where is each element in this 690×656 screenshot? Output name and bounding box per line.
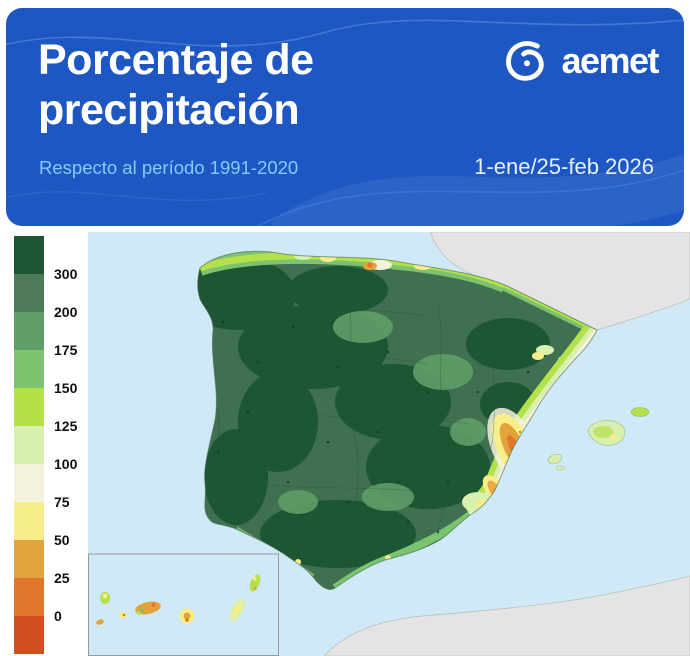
legend-label: 125 [54,418,78,434]
legend-segment: 100 [14,426,104,471]
page-title: Porcentaje de precipitación [38,36,314,136]
peninsula-coastline [197,250,598,591]
legend-swatch [14,274,44,312]
decorative-waves [6,19,684,226]
balearic-islands [547,407,650,471]
legend-segment: 150 [14,350,104,395]
legend-label: 150 [54,380,78,396]
legend-swatch [14,464,44,502]
aemet-logo-text: aemet [561,40,659,81]
legend-swatch [14,236,44,274]
legend-segment: 75 [14,464,104,509]
legend-swatch [14,312,44,350]
canary-islands-inset [88,553,279,656]
legend-segment: 25 [14,540,104,585]
aemet-swirl-icon [506,41,545,81]
legend-segment: 300 [14,236,104,281]
legend-segment: 50 [14,502,104,547]
legend-label: 200 [54,304,78,320]
reference-period-text: Respecto al período 1991-2020 [39,157,299,178]
africa-landmass [323,575,690,656]
legend-swatch [14,388,44,426]
precipitation-map-panel [88,232,690,656]
legend-swatch [14,426,44,464]
date-range-text: 1-ene/25-feb 2026 [474,154,654,179]
legend-swatch [14,540,44,578]
legend-label: 100 [54,456,78,472]
legend-swatch [14,502,44,540]
legend-label: 0 [54,608,62,624]
legend-label: 25 [54,570,70,586]
legend-label: 75 [54,494,70,510]
legend-segment [14,616,104,654]
legend-swatch [14,616,44,654]
legend-label: 175 [54,342,78,358]
legend-label: 300 [54,266,78,282]
page-title-line-2: precipitación [38,85,300,134]
legend-label: 50 [54,532,70,548]
header-banner: Porcentaje de precipitación Respecto al … [6,8,684,226]
legend-segment: 125 [14,388,104,433]
iberia-map-svg [88,232,690,656]
color-scale-legend: 300 200 175 150 125 100 75 50 [14,236,104,654]
legend-swatch [14,578,44,616]
legend-segment: 200 [14,274,104,319]
legend-segment: 0 [14,578,104,623]
aemet-logo: aemet [501,38,659,84]
page-title-line-1: Porcentaje de [38,36,314,84]
legend-segment: 175 [14,312,104,357]
legend-swatch [14,350,44,388]
